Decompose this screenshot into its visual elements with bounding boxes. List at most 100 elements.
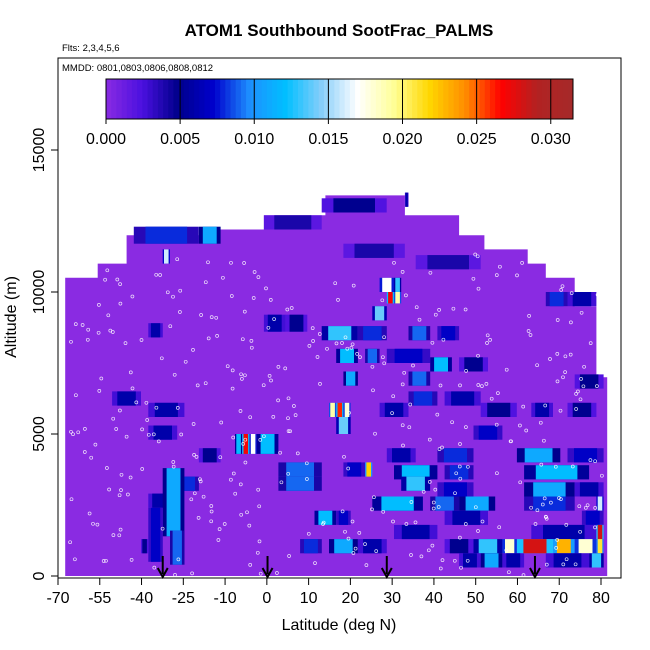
sample-point <box>595 292 600 297</box>
colorbar-segment <box>323 79 330 119</box>
sample-point <box>119 472 124 477</box>
sample-point <box>544 516 549 521</box>
heatmap-cell <box>148 425 178 440</box>
sample-point <box>251 296 256 300</box>
colorbar-segment <box>479 79 486 119</box>
sample-point <box>203 381 208 386</box>
sample-point <box>306 531 311 536</box>
colorbar-segment <box>235 79 242 119</box>
heatmap-cell-core <box>164 249 169 264</box>
heatmap-cell <box>357 326 387 341</box>
colorbar-segment <box>510 79 517 119</box>
sample-point <box>409 553 413 557</box>
sample-point <box>437 447 442 451</box>
sample-point <box>391 394 396 399</box>
sample-point <box>488 338 492 342</box>
sample-point <box>230 386 235 391</box>
sample-point <box>427 480 432 484</box>
heatmap-cell-core <box>333 198 375 213</box>
sample-point <box>371 388 375 393</box>
sample-point <box>140 427 144 432</box>
colorbar-segment <box>111 79 117 119</box>
sample-point <box>73 557 77 562</box>
sample-point <box>107 487 111 492</box>
sample-point <box>574 407 578 411</box>
sample-point <box>249 345 254 350</box>
sample-point <box>518 423 522 428</box>
sample-point <box>315 355 320 359</box>
heatmap-cell <box>148 323 163 338</box>
colorbar-segment <box>365 79 372 119</box>
sample-point <box>261 383 266 388</box>
sample-point <box>87 511 92 516</box>
heatmap-cell-core <box>543 524 585 540</box>
sample-point <box>115 277 120 282</box>
sample-point <box>240 337 245 342</box>
heatmap-cell <box>343 243 405 258</box>
sample-point <box>168 324 173 329</box>
heatmap-cell-core <box>338 417 349 434</box>
sample-point <box>593 525 597 530</box>
sample-point <box>343 529 347 534</box>
sample-point <box>305 477 309 481</box>
x-tick-label: 20 <box>341 590 359 607</box>
heatmap-cell <box>531 402 553 417</box>
colorbar-segment <box>277 79 283 119</box>
sample-point <box>417 317 422 322</box>
sample-point <box>463 307 468 312</box>
heatmap-cell <box>365 348 380 363</box>
heatmap-cell <box>343 462 366 477</box>
sample-point <box>561 375 565 380</box>
sample-point <box>543 403 548 408</box>
heatmap-cell <box>300 539 322 554</box>
colorbar-segment <box>360 79 366 119</box>
colorbar-segment <box>375 79 382 119</box>
flight-arrow-head <box>261 567 274 580</box>
sample-point <box>485 341 489 345</box>
sample-point <box>549 500 553 505</box>
sample-point <box>249 339 254 343</box>
colorbar-segment <box>521 79 527 119</box>
heatmap-cell <box>321 326 358 341</box>
dates-note: MMDD: 0801,0803,0806,0808,0812 <box>62 63 213 74</box>
sample-point <box>256 275 261 279</box>
sample-point <box>89 455 94 460</box>
chart-title: ATOM1 Southbound SootFrac_PALMS <box>185 21 494 40</box>
heatmap-cell <box>459 496 496 511</box>
sample-point <box>569 291 574 295</box>
colorbar-segment <box>152 79 159 119</box>
sample-point <box>577 504 582 509</box>
colorbar-segment <box>292 79 299 119</box>
heatmap-cell <box>336 348 358 363</box>
sample-point <box>154 272 159 277</box>
sample-point <box>598 271 602 276</box>
sample-point <box>346 466 351 471</box>
sample-point <box>289 306 294 310</box>
heatmap-cell-core <box>166 468 181 537</box>
sample-point <box>104 558 108 563</box>
sample-point <box>588 341 593 345</box>
sample-point <box>382 335 386 340</box>
heatmap-cell-core <box>330 402 335 417</box>
heatmap-cell-core <box>388 292 393 304</box>
sample-point <box>340 509 345 514</box>
heatmap-cell-core <box>394 348 423 363</box>
sample-point <box>140 467 145 471</box>
x-tick-label: -10 <box>214 590 237 607</box>
sample-point <box>95 257 100 262</box>
sample-point <box>201 494 206 499</box>
sample-point <box>355 352 359 356</box>
heatmap-cell <box>162 468 185 537</box>
heatmap-cell <box>596 496 604 511</box>
sample-point <box>179 432 184 437</box>
heatmap-cell <box>336 510 351 525</box>
heatmap-cell-core <box>260 434 275 454</box>
heatmap-cell <box>480 402 517 417</box>
sample-point <box>123 341 128 345</box>
colorbar-segment <box>526 79 532 119</box>
heatmap-cell <box>444 510 488 525</box>
heatmap-cell-core <box>363 326 382 341</box>
sample-point <box>129 558 134 562</box>
colorbar-segment <box>536 79 543 119</box>
sample-point <box>229 294 234 298</box>
